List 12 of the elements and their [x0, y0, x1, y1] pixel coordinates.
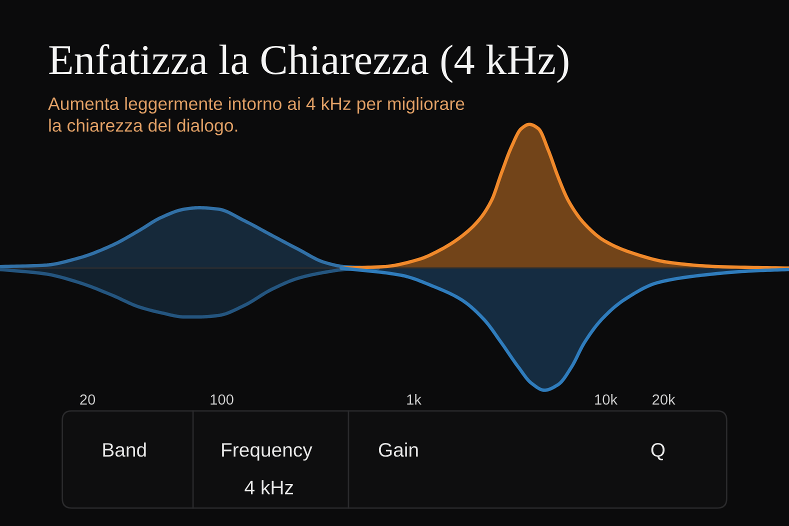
- text: 4 kHz: [244, 480, 293, 494]
- x-tick-label: 20k: [652, 394, 676, 405]
- text: Frequency: [222, 443, 312, 461]
- chart-subtitle: Aumenta leggermente intorno ai 4 kHz per migliorare la chiarezza del dialogo.: [48, 97, 464, 136]
- text: Gain: [378, 442, 418, 457]
- x-tick-label: 10k: [595, 394, 618, 405]
- text: Band: [103, 442, 146, 457]
- chart-title: Enfatizza la Chiarezza (4 kHz): [49, 44, 568, 84]
- x-tick-label: 100: [210, 394, 234, 405]
- x-tick-label: 1k: [407, 394, 422, 405]
- x-tick-label: 20: [80, 394, 96, 405]
- text: Q: [651, 443, 665, 460]
